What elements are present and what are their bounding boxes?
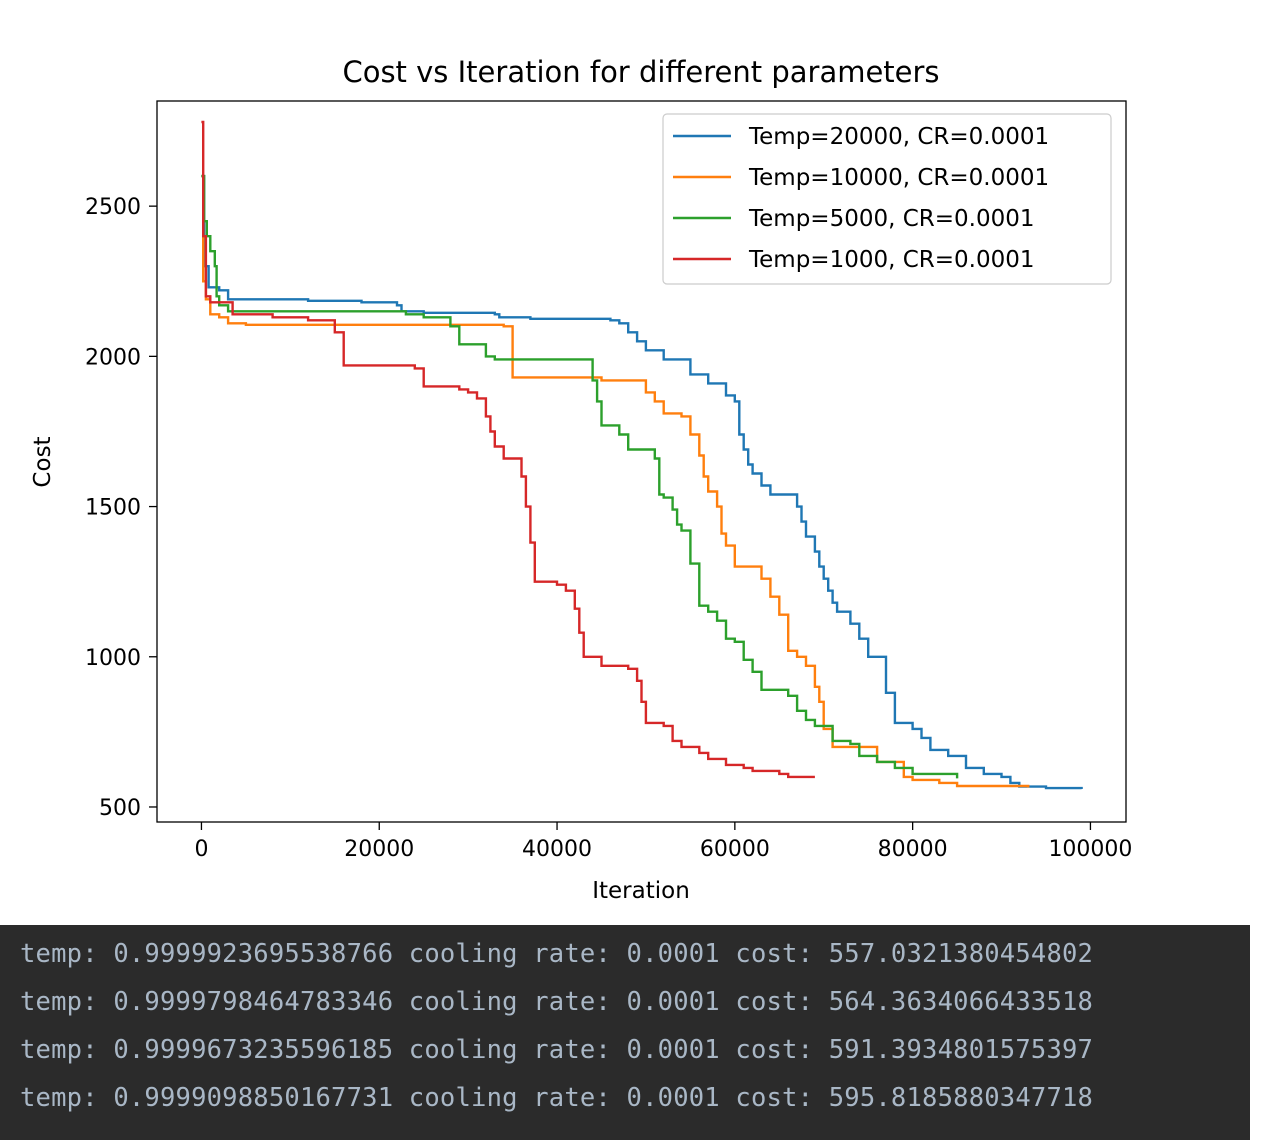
console-line: temp: 0.9999673235596185 cooling rate: 0… [20, 1035, 1094, 1065]
legend: Temp=20000, CR=0.0001 Temp=10000, CR=0.00… [662, 113, 1112, 285]
ticks-group: 0 20000 40000 60000 80000 100000 500 1000 1500 20… [85, 195, 1132, 862]
chart-area: Cost vs Iteration for different paramete… [30, 55, 1132, 904]
legend-label: Temp=10000, CR=0.0001 [748, 165, 1049, 191]
console-output: temp: 0.9999923695538766 cooling rate: 0… [0, 925, 1250, 1140]
console-line: temp: 0.9999098850167731 cooling rate: 0… [20, 1083, 1094, 1113]
console-line: temp: 0.9999923695538766 cooling rate: 0… [20, 939, 1094, 969]
console-line: temp: 0.9999798464783346 cooling rate: 0… [20, 987, 1094, 1017]
x-tick-label: 60000 [700, 837, 770, 862]
x-tick-label: 0 [194, 837, 208, 862]
y-axis-label: Cost [30, 436, 56, 487]
y-tick-label: 1000 [85, 646, 141, 671]
plot-frame [156, 100, 1127, 823]
x-tick-label: 20000 [344, 837, 414, 862]
y-tick-label: 500 [99, 796, 141, 821]
y-tick-label: 2000 [85, 345, 141, 370]
series-line-2 [201, 174, 959, 779]
legend-label: Temp=20000, CR=0.0001 [748, 124, 1049, 150]
x-axis-label: Iteration [592, 878, 690, 904]
x-tick-label: 80000 [878, 837, 948, 862]
series-group [201, 120, 1083, 790]
legend-box [662, 113, 1112, 285]
x-tick-label: 40000 [522, 837, 592, 862]
chart-title: Cost vs Iteration for different paramete… [342, 55, 939, 89]
legend-label: Temp=5000, CR=0.0001 [748, 206, 1035, 232]
y-tick-label: 1500 [85, 496, 141, 521]
y-tick-label: 2500 [85, 195, 141, 220]
series-line-3 [201, 120, 815, 779]
cost-chart: Cost vs Iteration for different paramete… [30, 55, 1132, 904]
x-tick-label: 100000 [1048, 837, 1132, 862]
series-line-0 [201, 174, 1083, 790]
legend-label: Temp=1000, CR=0.0001 [748, 247, 1035, 273]
